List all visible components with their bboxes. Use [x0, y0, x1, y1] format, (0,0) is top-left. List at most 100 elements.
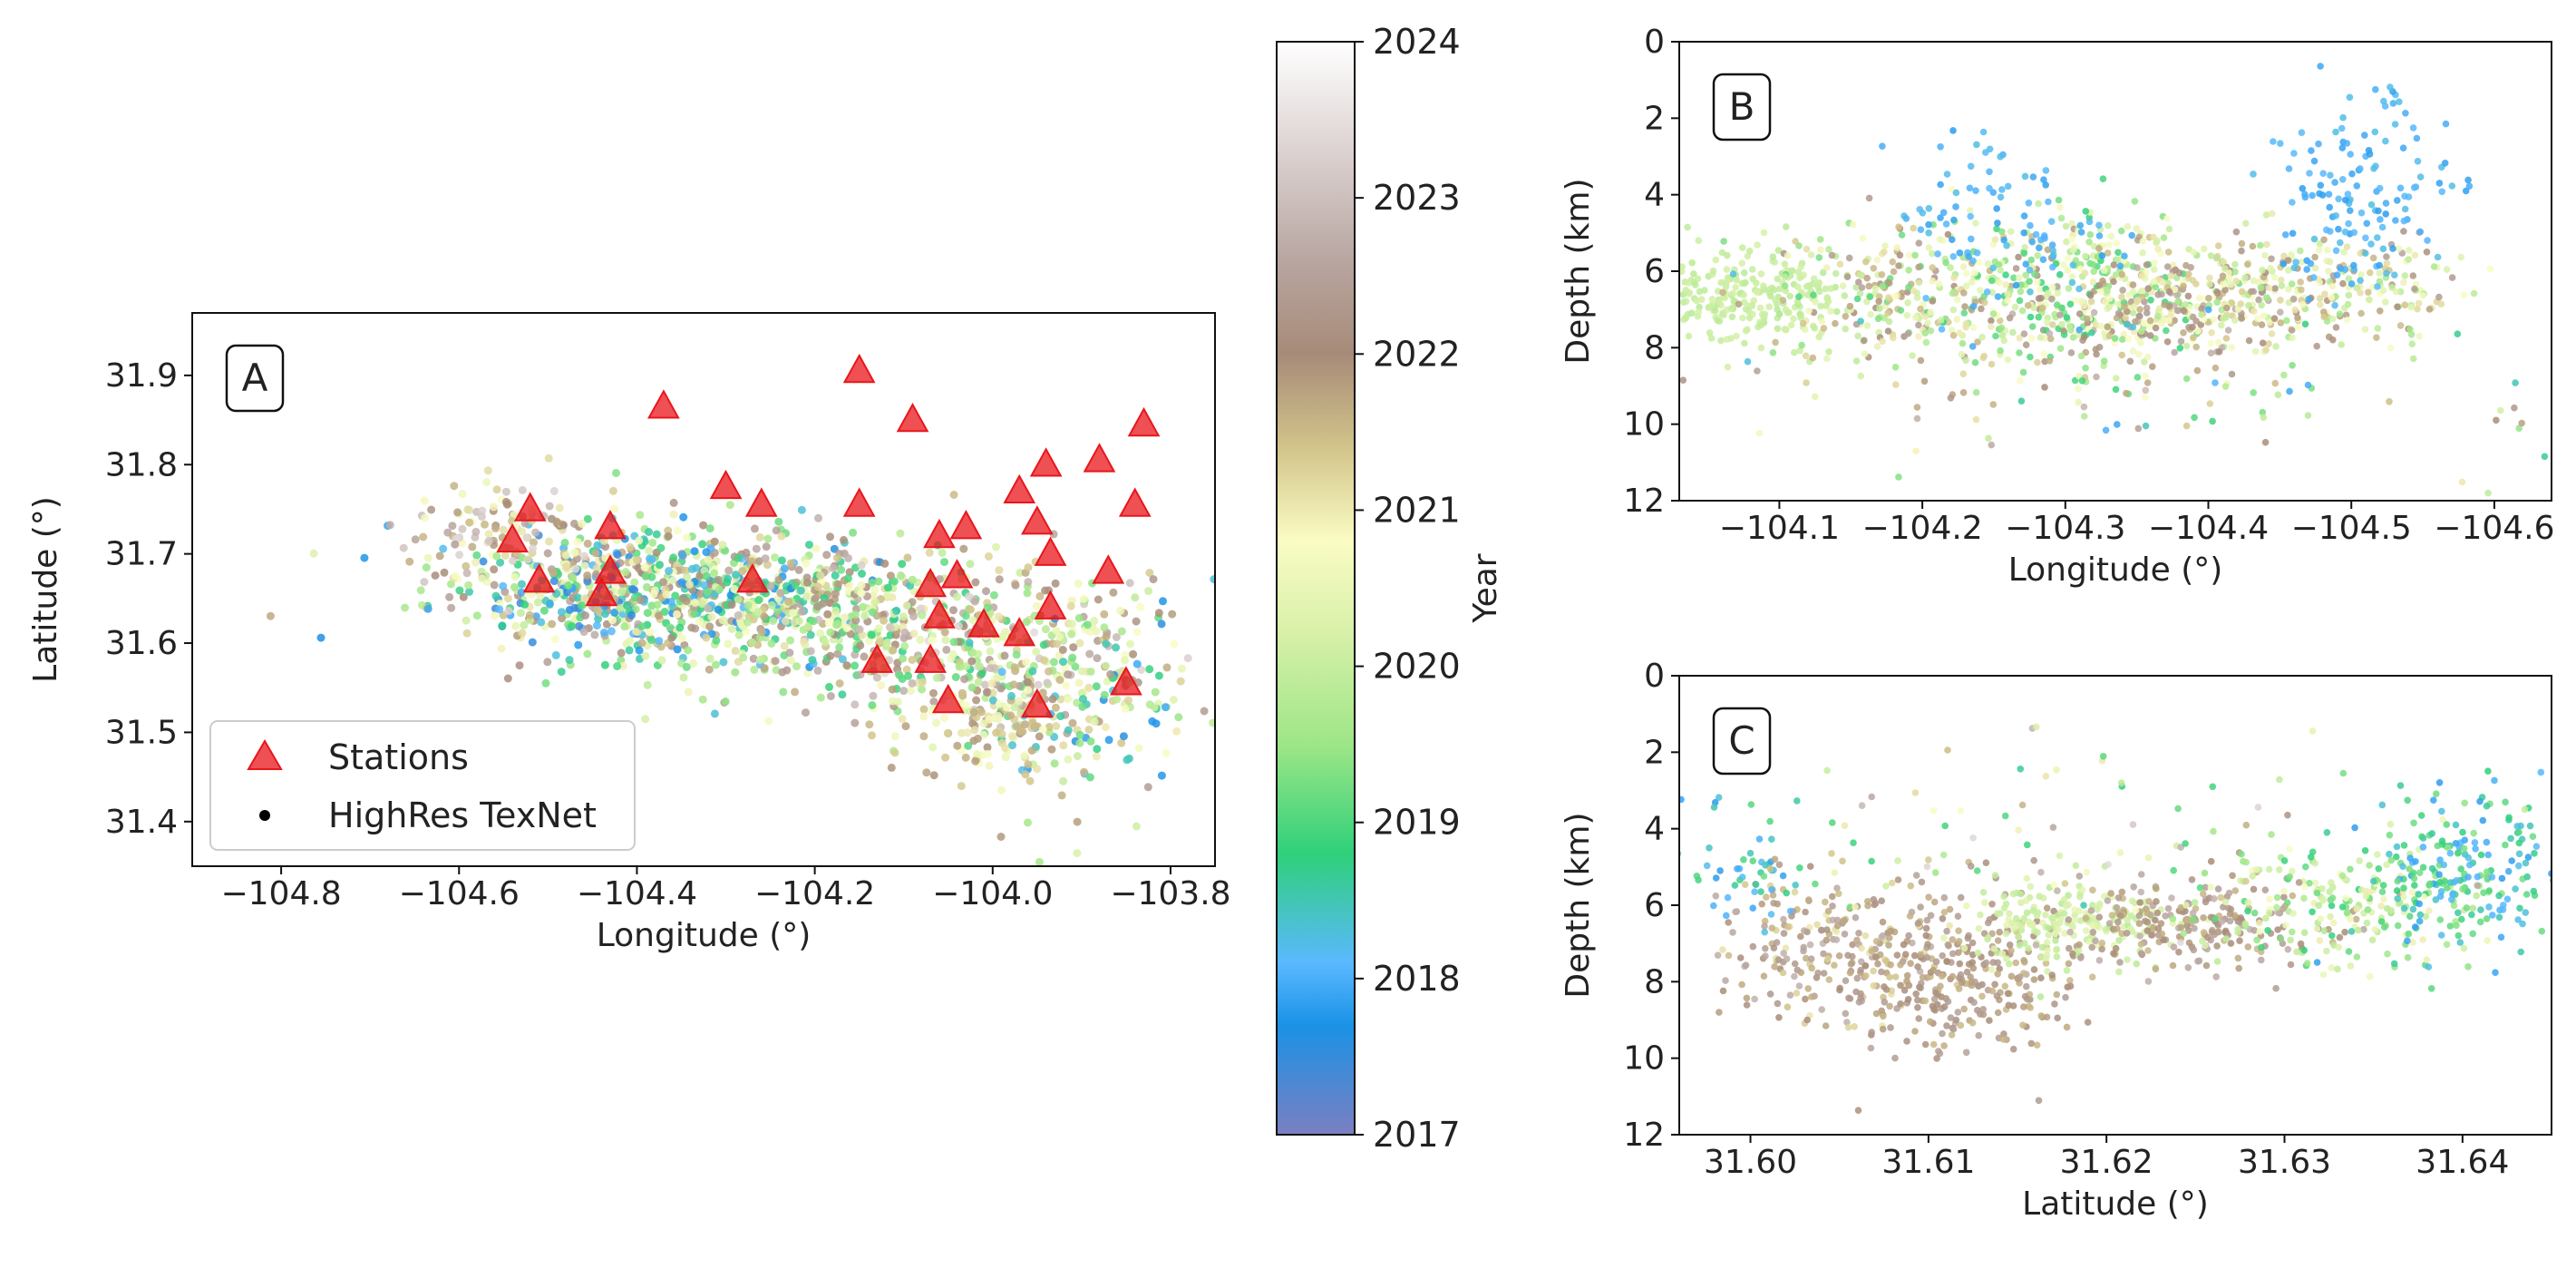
event-point	[2347, 151, 2354, 158]
event-point	[2309, 848, 2317, 856]
event-point	[1994, 293, 2002, 300]
event-point	[1735, 300, 1743, 308]
event-point	[465, 518, 474, 527]
event-point	[1015, 697, 1023, 706]
event-point	[1797, 314, 1804, 322]
event-point	[2345, 948, 2353, 955]
event-point	[2526, 822, 2534, 830]
event-point	[2007, 972, 2016, 980]
event-point	[2401, 301, 2409, 309]
event-point	[2139, 238, 2147, 245]
event-point	[2399, 144, 2407, 151]
event-point	[1915, 321, 1922, 329]
event-point	[1068, 718, 1077, 727]
event-point	[1665, 333, 1672, 340]
event-point	[2187, 264, 2194, 271]
event-point	[1930, 1040, 1938, 1049]
event-point	[1144, 587, 1153, 596]
event-point	[2015, 274, 2023, 281]
event-point	[749, 654, 758, 663]
event-point	[583, 539, 592, 548]
event-point	[1077, 667, 1086, 676]
event-point	[2170, 866, 2177, 874]
event-point	[2301, 320, 2309, 328]
event-point	[1016, 727, 1025, 736]
event-point	[2034, 929, 2041, 936]
event-point	[1117, 738, 1126, 747]
event-point	[2055, 926, 2062, 933]
event-point	[2134, 237, 2142, 244]
event-point	[983, 743, 992, 752]
event-point	[2056, 345, 2065, 353]
event-point	[2213, 252, 2221, 260]
event-point	[1950, 274, 1958, 281]
event-point	[578, 519, 587, 528]
event-point	[2300, 894, 2308, 902]
event-point	[1895, 262, 1902, 269]
event-point	[2357, 289, 2364, 297]
event-point	[2095, 900, 2104, 908]
event-point	[2317, 63, 2324, 70]
event-point	[994, 711, 1003, 720]
event-point	[2448, 182, 2456, 190]
event-point	[2384, 904, 2391, 912]
event-point	[883, 639, 892, 647]
event-point	[2492, 969, 2499, 976]
event-point	[2409, 272, 2417, 279]
event-point	[860, 652, 869, 661]
event-point	[2283, 317, 2290, 325]
event-point	[2069, 923, 2076, 931]
event-point	[1724, 363, 1732, 371]
event-point	[2277, 140, 2284, 147]
event-point	[1871, 285, 1880, 293]
event-point	[2512, 885, 2519, 893]
event-point	[478, 512, 486, 522]
event-point	[640, 563, 649, 572]
event-point	[2284, 945, 2292, 953]
event-point	[637, 622, 646, 631]
event-point	[2009, 1002, 2017, 1010]
event-point	[2489, 912, 2496, 919]
event-point	[570, 603, 579, 612]
event-point	[464, 580, 473, 590]
event-point	[2351, 824, 2358, 832]
event-point	[2453, 877, 2460, 884]
event-point	[1851, 1023, 1858, 1030]
event-point	[2327, 912, 2334, 921]
event-point	[1981, 899, 1988, 906]
event-point	[1975, 924, 1983, 932]
event-point	[1925, 205, 1933, 212]
event-point	[2092, 937, 2099, 945]
event-point	[2257, 241, 2264, 249]
event-point	[2114, 925, 2121, 932]
event-point	[888, 697, 897, 706]
event-point	[2235, 964, 2242, 972]
event-point	[1891, 1054, 1899, 1062]
event-point	[1890, 268, 1898, 276]
event-point	[1958, 350, 1966, 358]
event-point	[2027, 1004, 2034, 1011]
event-point	[1839, 282, 1847, 290]
event-point	[1939, 209, 1948, 217]
event-point	[683, 533, 691, 542]
event-point	[617, 588, 627, 597]
event-point	[630, 586, 639, 595]
event-point	[1714, 317, 1721, 325]
event-point	[1861, 337, 1868, 345]
event-point	[2266, 318, 2273, 327]
event-point	[455, 586, 464, 595]
event-point	[2099, 277, 2106, 285]
event-point	[2341, 928, 2348, 936]
event-point	[857, 561, 866, 570]
event-point	[1996, 278, 2003, 287]
event-point	[573, 538, 582, 547]
event-point	[2180, 930, 2188, 937]
event-point	[1775, 1014, 1783, 1021]
event-point	[2052, 937, 2059, 944]
event-point	[1712, 893, 1720, 900]
event-point	[2348, 928, 2356, 935]
event-point	[682, 662, 691, 671]
